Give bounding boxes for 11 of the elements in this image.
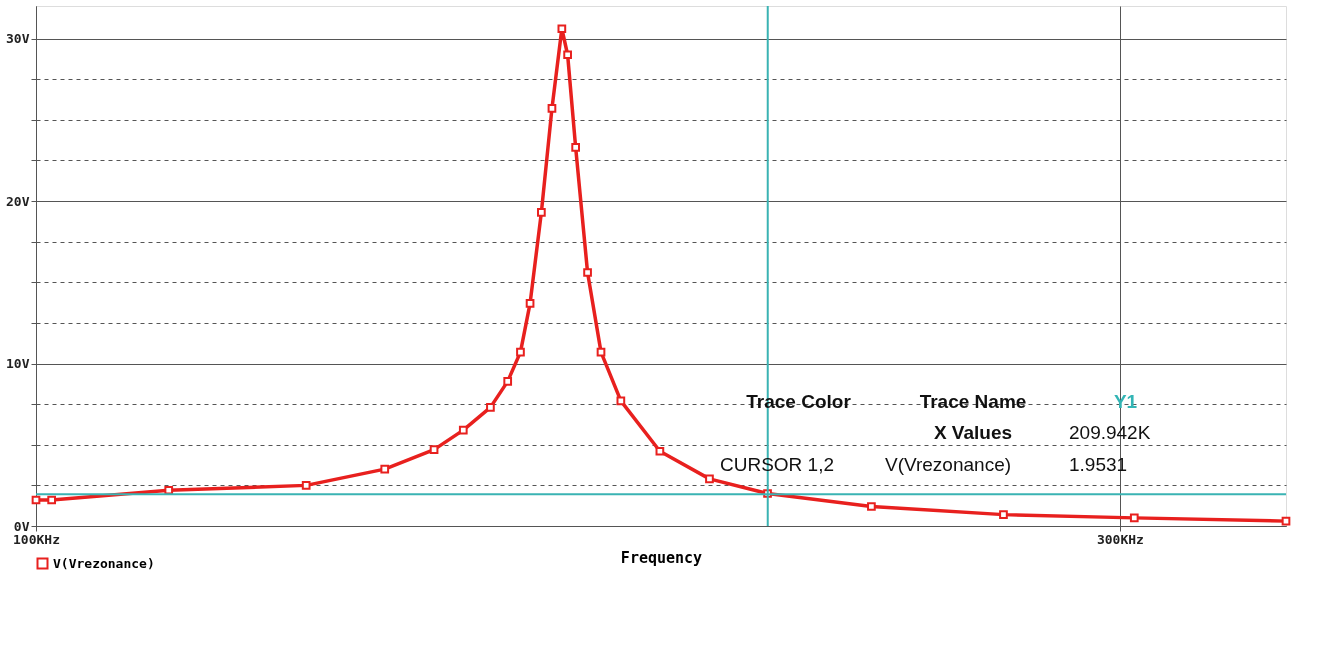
- y-tick-label: 20V: [6, 193, 30, 209]
- y-tick-label: 0V: [13, 518, 30, 534]
- legend-label: V(Vrezonance): [53, 555, 155, 571]
- x-tick-label: 300KHz: [1096, 531, 1144, 547]
- annotation: X Values: [933, 422, 1013, 443]
- y-tick-label: 10V: [6, 356, 30, 371]
- annotation: V(Vrezonance): [885, 454, 1012, 475]
- x-axis-title: Frequency: [620, 548, 703, 567]
- annotation: Trace Name: [919, 390, 1027, 412]
- x-tick-label: 100KHz: [13, 531, 60, 547]
- y-tick-label: 30V: [6, 31, 30, 46]
